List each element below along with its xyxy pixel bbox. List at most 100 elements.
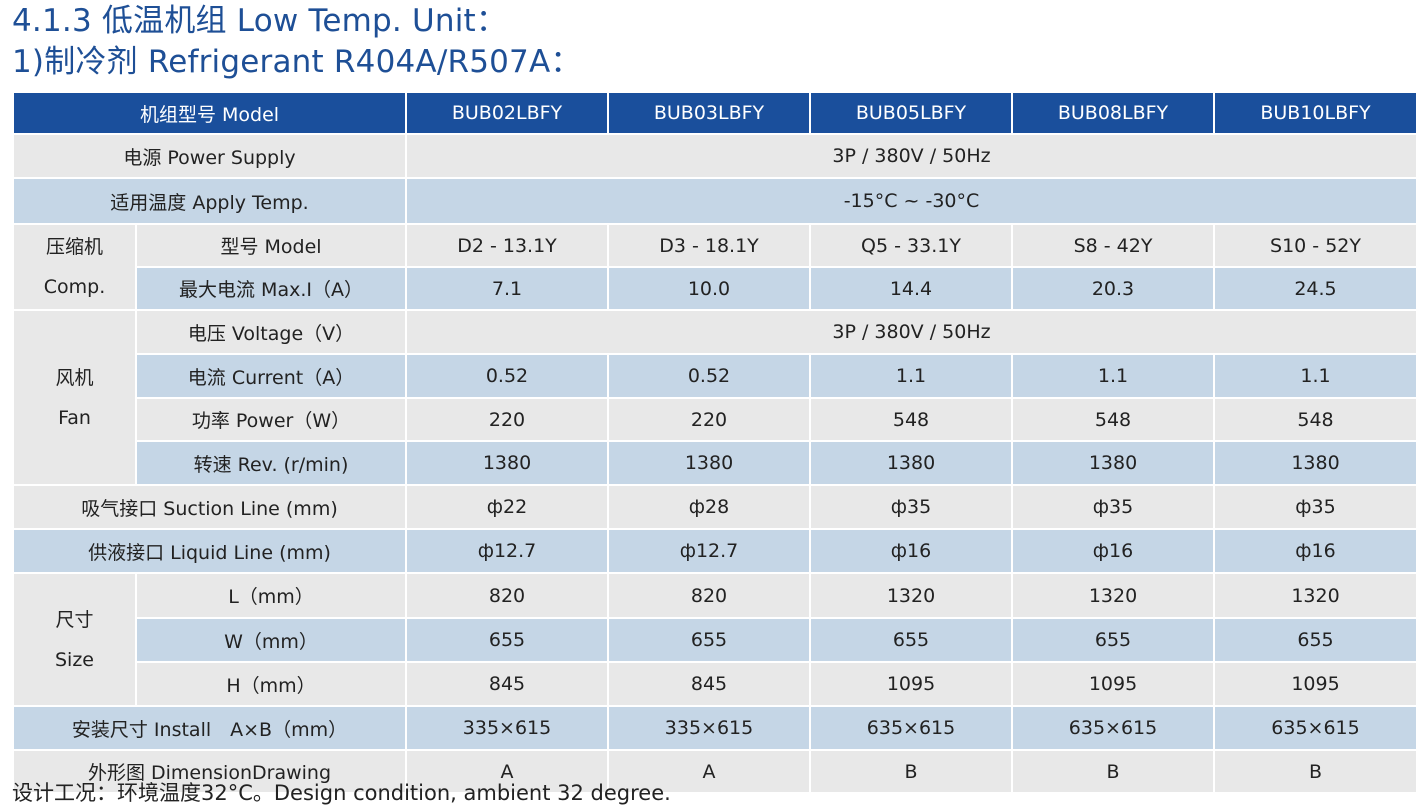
table-row: 功率 Power（W） 220 220 548 548 548 [13, 397, 1418, 442]
table-row: 风机 Fan 电压 Voltage（V） 3P / 380V / 50Hz [12, 309, 1418, 486]
apply-temp-value: -15°C ~ -30°C [405, 177, 1418, 225]
table-cell: 655 [1213, 617, 1418, 663]
table-cell: 1380 [607, 440, 811, 486]
comp-group-cn: 压缩机 [45, 236, 103, 258]
table-cell: 1380 [1213, 440, 1418, 486]
table-cell: D3 - 18.1Y [607, 223, 811, 268]
fan-group-cn: 风机 [55, 366, 94, 389]
table-cell: 1380 [405, 440, 609, 486]
fan-group-label: 风机 Fan [12, 309, 137, 486]
table-row: H（mm） 845 845 1095 1095 1095 [13, 661, 1418, 707]
table-row: 转速 Rev. (r/min) 1380 1380 1380 1380 1380 [13, 440, 1418, 486]
table-cell: 1320 [809, 572, 1013, 619]
table-cell: 7.1 [405, 266, 609, 311]
table-cell: 1095 [809, 661, 1013, 707]
comp-group-en: Comp. [43, 276, 106, 298]
table-cell: 655 [607, 617, 811, 663]
table-cell: 820 [607, 572, 811, 619]
table-row: 电源 Power Supply 3P / 380V / 50Hz [12, 133, 1418, 179]
refrigerant-subtitle: 1)制冷剂 Refrigerant R404A/R507A： [12, 44, 582, 80]
table-cell: S8 - 42Y [1011, 223, 1215, 268]
table-row: 外形图 DimensionDrawing A A B B B [12, 749, 1418, 794]
table-cell: 0.52 [607, 353, 811, 399]
dimension-drawing-label: 外形图 DimensionDrawing [12, 749, 407, 794]
table-cell: 1320 [1213, 572, 1418, 619]
table-cell: ф12.7 [405, 528, 609, 574]
table-cell: 635×615 [809, 705, 1013, 751]
table-cell: A [405, 749, 609, 794]
fan-power-label: 功率 Power（W） [135, 397, 407, 442]
fan-group-en: Fan [58, 406, 91, 429]
fan-rev-label: 转速 Rev. (r/min) [135, 440, 407, 486]
table-cell: 1.1 [1213, 353, 1418, 399]
table-cell: ф22 [405, 484, 609, 530]
table-cell: 845 [607, 661, 811, 707]
table-cell: D2 - 13.1Y [405, 223, 609, 268]
table-cell: 24.5 [1213, 266, 1418, 311]
header-row: 机组型号 Model BUB02LBFY BUB03LBFY BUB05LBFY… [12, 91, 1418, 135]
table-cell: 1095 [1213, 661, 1418, 707]
table-cell: Q5 - 33.1Y [809, 223, 1013, 268]
table-cell: 220 [405, 397, 609, 442]
header-model-1: BUB02LBFY [405, 91, 609, 135]
apply-temp-label: 适用温度 Apply Temp. [12, 177, 407, 225]
table-cell: 845 [405, 661, 609, 707]
table-row: 电流 Current（A） 0.52 0.52 1.1 1.1 1.1 [13, 353, 1418, 399]
table-cell: 1380 [809, 440, 1013, 486]
table-row: W（mm） 655 655 655 655 655 [13, 617, 1418, 663]
table-cell: 635×615 [1213, 705, 1418, 751]
table-cell: 548 [809, 397, 1013, 442]
fan-voltage-label: 电压 Voltage（V） [135, 309, 407, 355]
design-condition-note: 设计工况：环境温度32°C。Design condition, ambient … [12, 781, 671, 805]
liquid-line-label: 供液接口 Liquid Line (mm) [12, 528, 407, 574]
table-cell: ф35 [1011, 484, 1215, 530]
size-h-label: H（mm） [135, 661, 407, 707]
size-l-label: L（mm） [135, 572, 407, 619]
table-cell: 548 [1213, 397, 1418, 442]
table-cell: 1.1 [809, 353, 1013, 399]
table-cell: 655 [809, 617, 1013, 663]
section-title: 4.1.3 低温机组 Low Temp. Unit： [12, 3, 508, 39]
table-cell: S10 - 52Y [1213, 223, 1418, 268]
table-cell: 1380 [1011, 440, 1215, 486]
header-model-label: 机组型号 Model [12, 91, 407, 135]
suction-line-label: 吸气接口 Suction Line (mm) [12, 484, 407, 530]
table-cell: 1.1 [1011, 353, 1215, 399]
table-row: 尺寸 Size L（mm） 820 820 1320 1320 1320 [12, 572, 1418, 707]
table-cell: 1095 [1011, 661, 1215, 707]
table-cell: 820 [405, 572, 609, 619]
table-cell: 335×615 [405, 705, 609, 751]
table-cell: 20.3 [1011, 266, 1215, 311]
table-cell: 635×615 [1011, 705, 1215, 751]
comp-model-label: 型号 Model [135, 223, 407, 268]
table-cell: B [1213, 749, 1418, 794]
table-cell: 220 [607, 397, 811, 442]
table-cell: ф28 [607, 484, 811, 530]
table-cell: 0.52 [405, 353, 609, 399]
header-model-3: BUB05LBFY [809, 91, 1013, 135]
table-cell: 548 [1011, 397, 1215, 442]
size-group-cn: 尺寸 [55, 608, 94, 631]
header-model-4: BUB08LBFY [1011, 91, 1215, 135]
table-row: 供液接口 Liquid Line (mm) ф12.7 ф12.7 ф16 ф1… [12, 528, 1418, 574]
size-group-en: Size [54, 648, 94, 671]
table-cell: ф16 [1011, 528, 1215, 574]
comp-group-label: 压缩机 Comp. [12, 223, 137, 311]
table-cell: ф16 [809, 528, 1013, 574]
table-cell: ф35 [1213, 484, 1418, 530]
table-cell: 655 [405, 617, 609, 663]
table-row: 最大电流 Max.I（A） 7.1 10.0 14.4 20.3 24.5 [13, 266, 1418, 311]
install-size-label: 安装尺寸 Install A×B（mm） [12, 705, 407, 751]
comp-maxi-label: 最大电流 Max.I（A） [135, 266, 407, 311]
spec-table: 机组型号 Model BUB02LBFY BUB03LBFY BUB05LBFY… [12, 91, 1418, 794]
fan-voltage-value: 3P / 380V / 50Hz [405, 309, 1418, 355]
table-row: 安装尺寸 Install A×B（mm） 335×615 335×615 635… [12, 705, 1418, 751]
size-w-label: W（mm） [135, 617, 407, 663]
table-row: 适用温度 Apply Temp. -15°C ~ -30°C [12, 177, 1418, 225]
header-model-5: BUB10LBFY [1213, 91, 1418, 135]
table-cell: ф35 [809, 484, 1013, 530]
table-row: 吸气接口 Suction Line (mm) ф22 ф28 ф35 ф35 ф… [12, 484, 1418, 530]
fan-current-label: 电流 Current（A） [135, 353, 407, 399]
table-cell: 14.4 [809, 266, 1013, 311]
table-row: 压缩机 Comp. 型号 Model D2 - 13.1Y D3 - 18.1Y… [12, 223, 1418, 311]
